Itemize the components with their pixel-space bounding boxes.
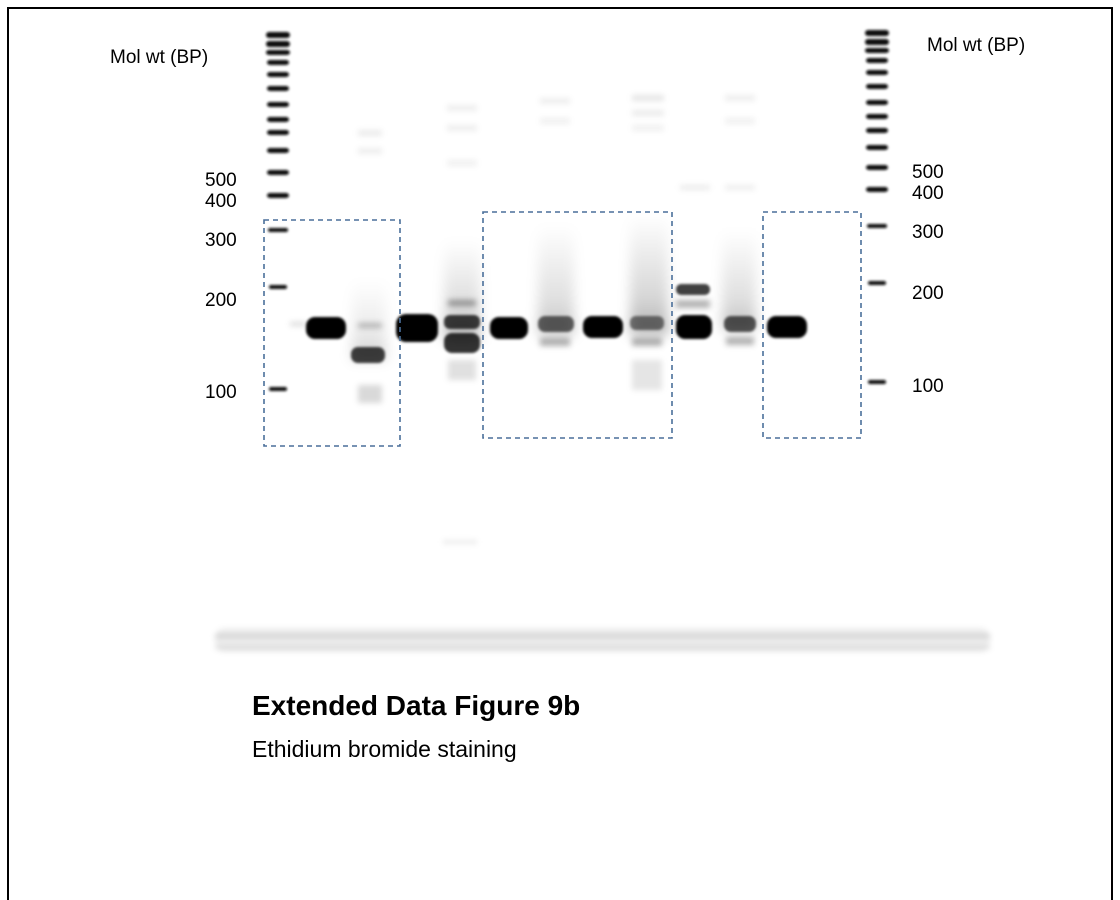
- right-tick-200: 200: [912, 283, 944, 304]
- left-axis-title: Mol wt (BP): [110, 47, 209, 68]
- figure-title: Extended Data Figure 9b: [252, 690, 581, 721]
- left-tick-500: 500: [205, 170, 237, 191]
- figure-frame: [7, 7, 1113, 900]
- main-bands: [306, 284, 807, 363]
- right-ladder: [865, 30, 889, 384]
- right-tick-400: 400: [912, 183, 944, 204]
- left-tick-300: 300: [205, 230, 237, 251]
- right-axis-title: Mol wt (BP): [927, 35, 1026, 56]
- faint-bands: [358, 95, 755, 544]
- right-tick-500: 500: [912, 162, 944, 183]
- crop-box-right: [762, 211, 862, 439]
- secondary-bands: [290, 300, 754, 403]
- crop-box-middle: [482, 211, 673, 439]
- right-tick-100: 100: [912, 376, 944, 397]
- left-tick-400: 400: [205, 191, 237, 212]
- left-tick-200: 200: [205, 290, 237, 311]
- figure-subtitle: Ethidium bromide staining: [252, 736, 517, 762]
- left-ladder: [266, 32, 290, 391]
- crop-boxes: [263, 211, 862, 447]
- gel-bottom-edge: [215, 628, 990, 652]
- right-tick-300: 300: [912, 222, 944, 243]
- left-tick-100: 100: [205, 382, 237, 403]
- crop-box-left: [263, 219, 401, 447]
